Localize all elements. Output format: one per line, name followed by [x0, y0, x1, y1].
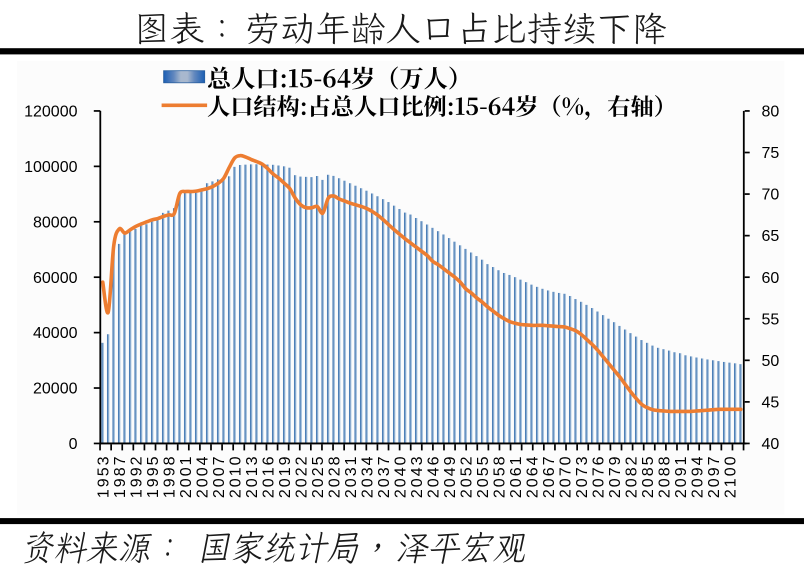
svg-text:65: 65 — [762, 228, 780, 245]
svg-text:2016: 2016 — [261, 455, 278, 499]
svg-text:2088: 2088 — [657, 455, 674, 499]
svg-text:2055: 2055 — [475, 455, 492, 499]
svg-text:1953: 1953 — [96, 455, 113, 499]
svg-text:2046: 2046 — [426, 455, 443, 499]
svg-text:120000: 120000 — [24, 104, 77, 121]
svg-text:2001: 2001 — [178, 455, 195, 499]
svg-text:2037: 2037 — [376, 455, 393, 499]
svg-text:0: 0 — [69, 436, 78, 453]
svg-text:40: 40 — [762, 436, 780, 453]
svg-text:2079: 2079 — [607, 455, 624, 499]
svg-text:2043: 2043 — [409, 455, 426, 499]
svg-text:100000: 100000 — [24, 159, 77, 176]
svg-text:2100: 2100 — [723, 455, 740, 499]
svg-text:2085: 2085 — [640, 455, 657, 499]
svg-text:40000: 40000 — [33, 325, 78, 342]
svg-text:2073: 2073 — [574, 455, 591, 499]
svg-text:2082: 2082 — [624, 455, 641, 499]
svg-text:20000: 20000 — [33, 381, 78, 398]
svg-text:80000: 80000 — [33, 214, 78, 231]
svg-text:1987: 1987 — [112, 455, 129, 499]
svg-text:2091: 2091 — [673, 455, 690, 499]
svg-text:2058: 2058 — [492, 455, 509, 499]
svg-text:2052: 2052 — [459, 455, 476, 499]
svg-text:1998: 1998 — [162, 455, 179, 499]
svg-text:60000: 60000 — [33, 270, 78, 287]
svg-text:2034: 2034 — [360, 455, 377, 499]
svg-text:2097: 2097 — [706, 455, 723, 499]
svg-text:2007: 2007 — [211, 455, 228, 499]
svg-text:2028: 2028 — [327, 455, 344, 499]
svg-text:2070: 2070 — [558, 455, 575, 499]
svg-text:2013: 2013 — [244, 455, 261, 499]
svg-text:2064: 2064 — [525, 455, 542, 499]
svg-text:55: 55 — [762, 311, 780, 328]
svg-text:80: 80 — [762, 104, 780, 121]
svg-text:2067: 2067 — [541, 455, 558, 499]
svg-text:2004: 2004 — [195, 455, 212, 499]
svg-text:2022: 2022 — [294, 455, 311, 499]
svg-text:2094: 2094 — [690, 455, 707, 499]
svg-text:60: 60 — [762, 270, 780, 287]
svg-text:2019: 2019 — [277, 455, 294, 499]
svg-text:45: 45 — [762, 394, 780, 411]
svg-text:1992: 1992 — [129, 455, 146, 499]
svg-text:2061: 2061 — [508, 455, 525, 499]
svg-text:2040: 2040 — [393, 455, 410, 499]
svg-text:2031: 2031 — [343, 455, 360, 499]
svg-text:75: 75 — [762, 145, 780, 162]
svg-text:2049: 2049 — [442, 455, 459, 499]
svg-text:1995: 1995 — [145, 455, 162, 499]
svg-text:70: 70 — [762, 187, 780, 204]
svg-text:2025: 2025 — [310, 455, 327, 499]
svg-text:2076: 2076 — [591, 455, 608, 499]
svg-text:50: 50 — [762, 353, 780, 370]
svg-text:2010: 2010 — [228, 455, 245, 499]
